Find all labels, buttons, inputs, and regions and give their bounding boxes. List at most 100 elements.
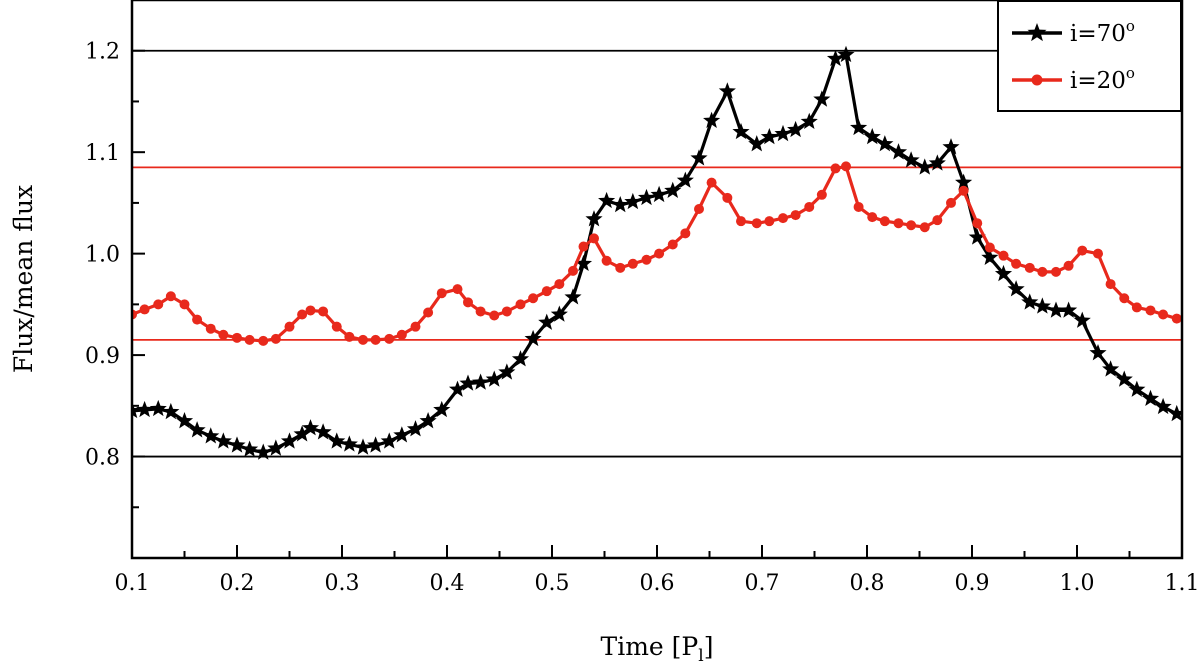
- data-point-star: [981, 248, 999, 265]
- data-point-star: [703, 111, 721, 129]
- data-point-star: [254, 443, 272, 460]
- data-point-circle: [1024, 262, 1035, 273]
- data-point-star: [538, 313, 556, 330]
- data-point-circle: [1171, 313, 1182, 324]
- data-point-star: [564, 288, 582, 305]
- data-point-circle: [179, 299, 190, 310]
- data-point-star: [863, 127, 881, 145]
- data-point-star: [889, 143, 908, 160]
- data-point-circle: [205, 323, 216, 334]
- data-point-star: [1128, 380, 1146, 397]
- data-point-circle: [680, 228, 691, 239]
- x-tick-label: 0.9: [955, 571, 990, 596]
- x-tick-label: 0.6: [640, 571, 675, 596]
- data-point-circle: [706, 177, 717, 188]
- data-point-star: [241, 440, 259, 457]
- data-point-star: [1154, 397, 1172, 415]
- data-point-circle: [344, 331, 355, 342]
- data-point-star: [611, 195, 629, 213]
- data-point-star: [676, 171, 694, 188]
- data-point-circle: [410, 321, 421, 332]
- data-point-star: [162, 402, 180, 420]
- series-0: [132, 45, 1182, 460]
- data-point-star: [328, 432, 346, 449]
- data-point-circle: [984, 242, 995, 253]
- data-point-star: [968, 228, 986, 245]
- data-point-star: [314, 423, 332, 440]
- data-point-star: [214, 432, 232, 449]
- data-point-star: [837, 45, 855, 63]
- data-point-circle: [893, 218, 904, 229]
- data-point-star: [1102, 360, 1120, 377]
- data-point-circle: [370, 334, 381, 345]
- data-point-circle: [284, 321, 295, 332]
- data-point-circle: [384, 333, 395, 344]
- axis-ticks: [131, 49, 1183, 558]
- data-point-star: [340, 435, 358, 452]
- data-point-circle: [358, 334, 368, 345]
- data-point-circle: [244, 334, 255, 345]
- data-point-star: [1007, 280, 1025, 297]
- data-point-star: [624, 192, 642, 210]
- data-point-star: [1168, 404, 1182, 422]
- data-point-circle: [463, 297, 473, 308]
- data-point-circle: [1037, 266, 1048, 277]
- data-point-circle: [554, 279, 565, 290]
- data-point-circle: [1158, 309, 1169, 320]
- data-point-star: [354, 438, 372, 455]
- data-point-star: [1073, 311, 1091, 328]
- data-point-star: [406, 420, 425, 437]
- data-point-circle: [641, 254, 652, 265]
- data-point-star: [813, 90, 831, 107]
- data-point-star: [902, 151, 920, 168]
- data-point-star: [774, 124, 792, 142]
- data-point-circle: [1093, 248, 1103, 259]
- data-point-circle: [578, 241, 589, 252]
- data-point-star: [748, 135, 766, 152]
- y-tick-label: 1.2: [85, 40, 120, 65]
- legend-circle-marker: [1031, 74, 1043, 86]
- data-point-star: [760, 127, 778, 145]
- data-point-star: [916, 158, 934, 175]
- x-tick-label: 0.3: [325, 571, 360, 596]
- data-point-star: [550, 305, 568, 322]
- data-point-circle: [1077, 245, 1088, 256]
- data-point-circle: [139, 304, 150, 315]
- data-point-star: [955, 173, 973, 190]
- data-point-star: [367, 436, 385, 453]
- data-point-star: [228, 436, 246, 453]
- data-point-circle: [475, 306, 486, 317]
- data-point-star: [850, 118, 868, 136]
- data-point-circle: [436, 288, 447, 299]
- data-point-star: [136, 400, 154, 418]
- data-point-circle: [1119, 293, 1130, 304]
- data-point-circle: [816, 189, 827, 200]
- y-tick-label: 0.9: [85, 344, 120, 369]
- data-point-star: [942, 138, 960, 155]
- x-axis-label: Time [Pl]: [601, 632, 714, 666]
- data-point-circle: [751, 218, 762, 229]
- data-point-circle: [906, 220, 917, 231]
- data-point-circle: [1051, 266, 1061, 277]
- data-point-circle: [1063, 260, 1074, 271]
- x-tick-label: 0.2: [220, 571, 255, 596]
- data-point-circle: [165, 291, 176, 302]
- data-point-star: [585, 210, 603, 227]
- series-layer: [132, 45, 1182, 460]
- data-point-circle: [722, 192, 733, 203]
- data-point-star: [301, 419, 320, 436]
- y-tick-label: 1.0: [85, 243, 120, 268]
- data-point-star: [293, 425, 311, 442]
- data-point-star: [448, 380, 467, 397]
- data-point-circle: [318, 306, 329, 317]
- data-point-circle: [764, 216, 775, 227]
- data-point-circle: [331, 321, 342, 332]
- x-tick-label: 0.4: [430, 571, 465, 596]
- data-point-star: [637, 188, 656, 206]
- data-point-star: [650, 185, 668, 203]
- data-point-star: [1047, 301, 1065, 318]
- data-point-circle: [627, 258, 638, 269]
- data-point-circle: [879, 216, 890, 227]
- data-point-circle: [919, 222, 930, 233]
- data-point-star: [1060, 301, 1078, 318]
